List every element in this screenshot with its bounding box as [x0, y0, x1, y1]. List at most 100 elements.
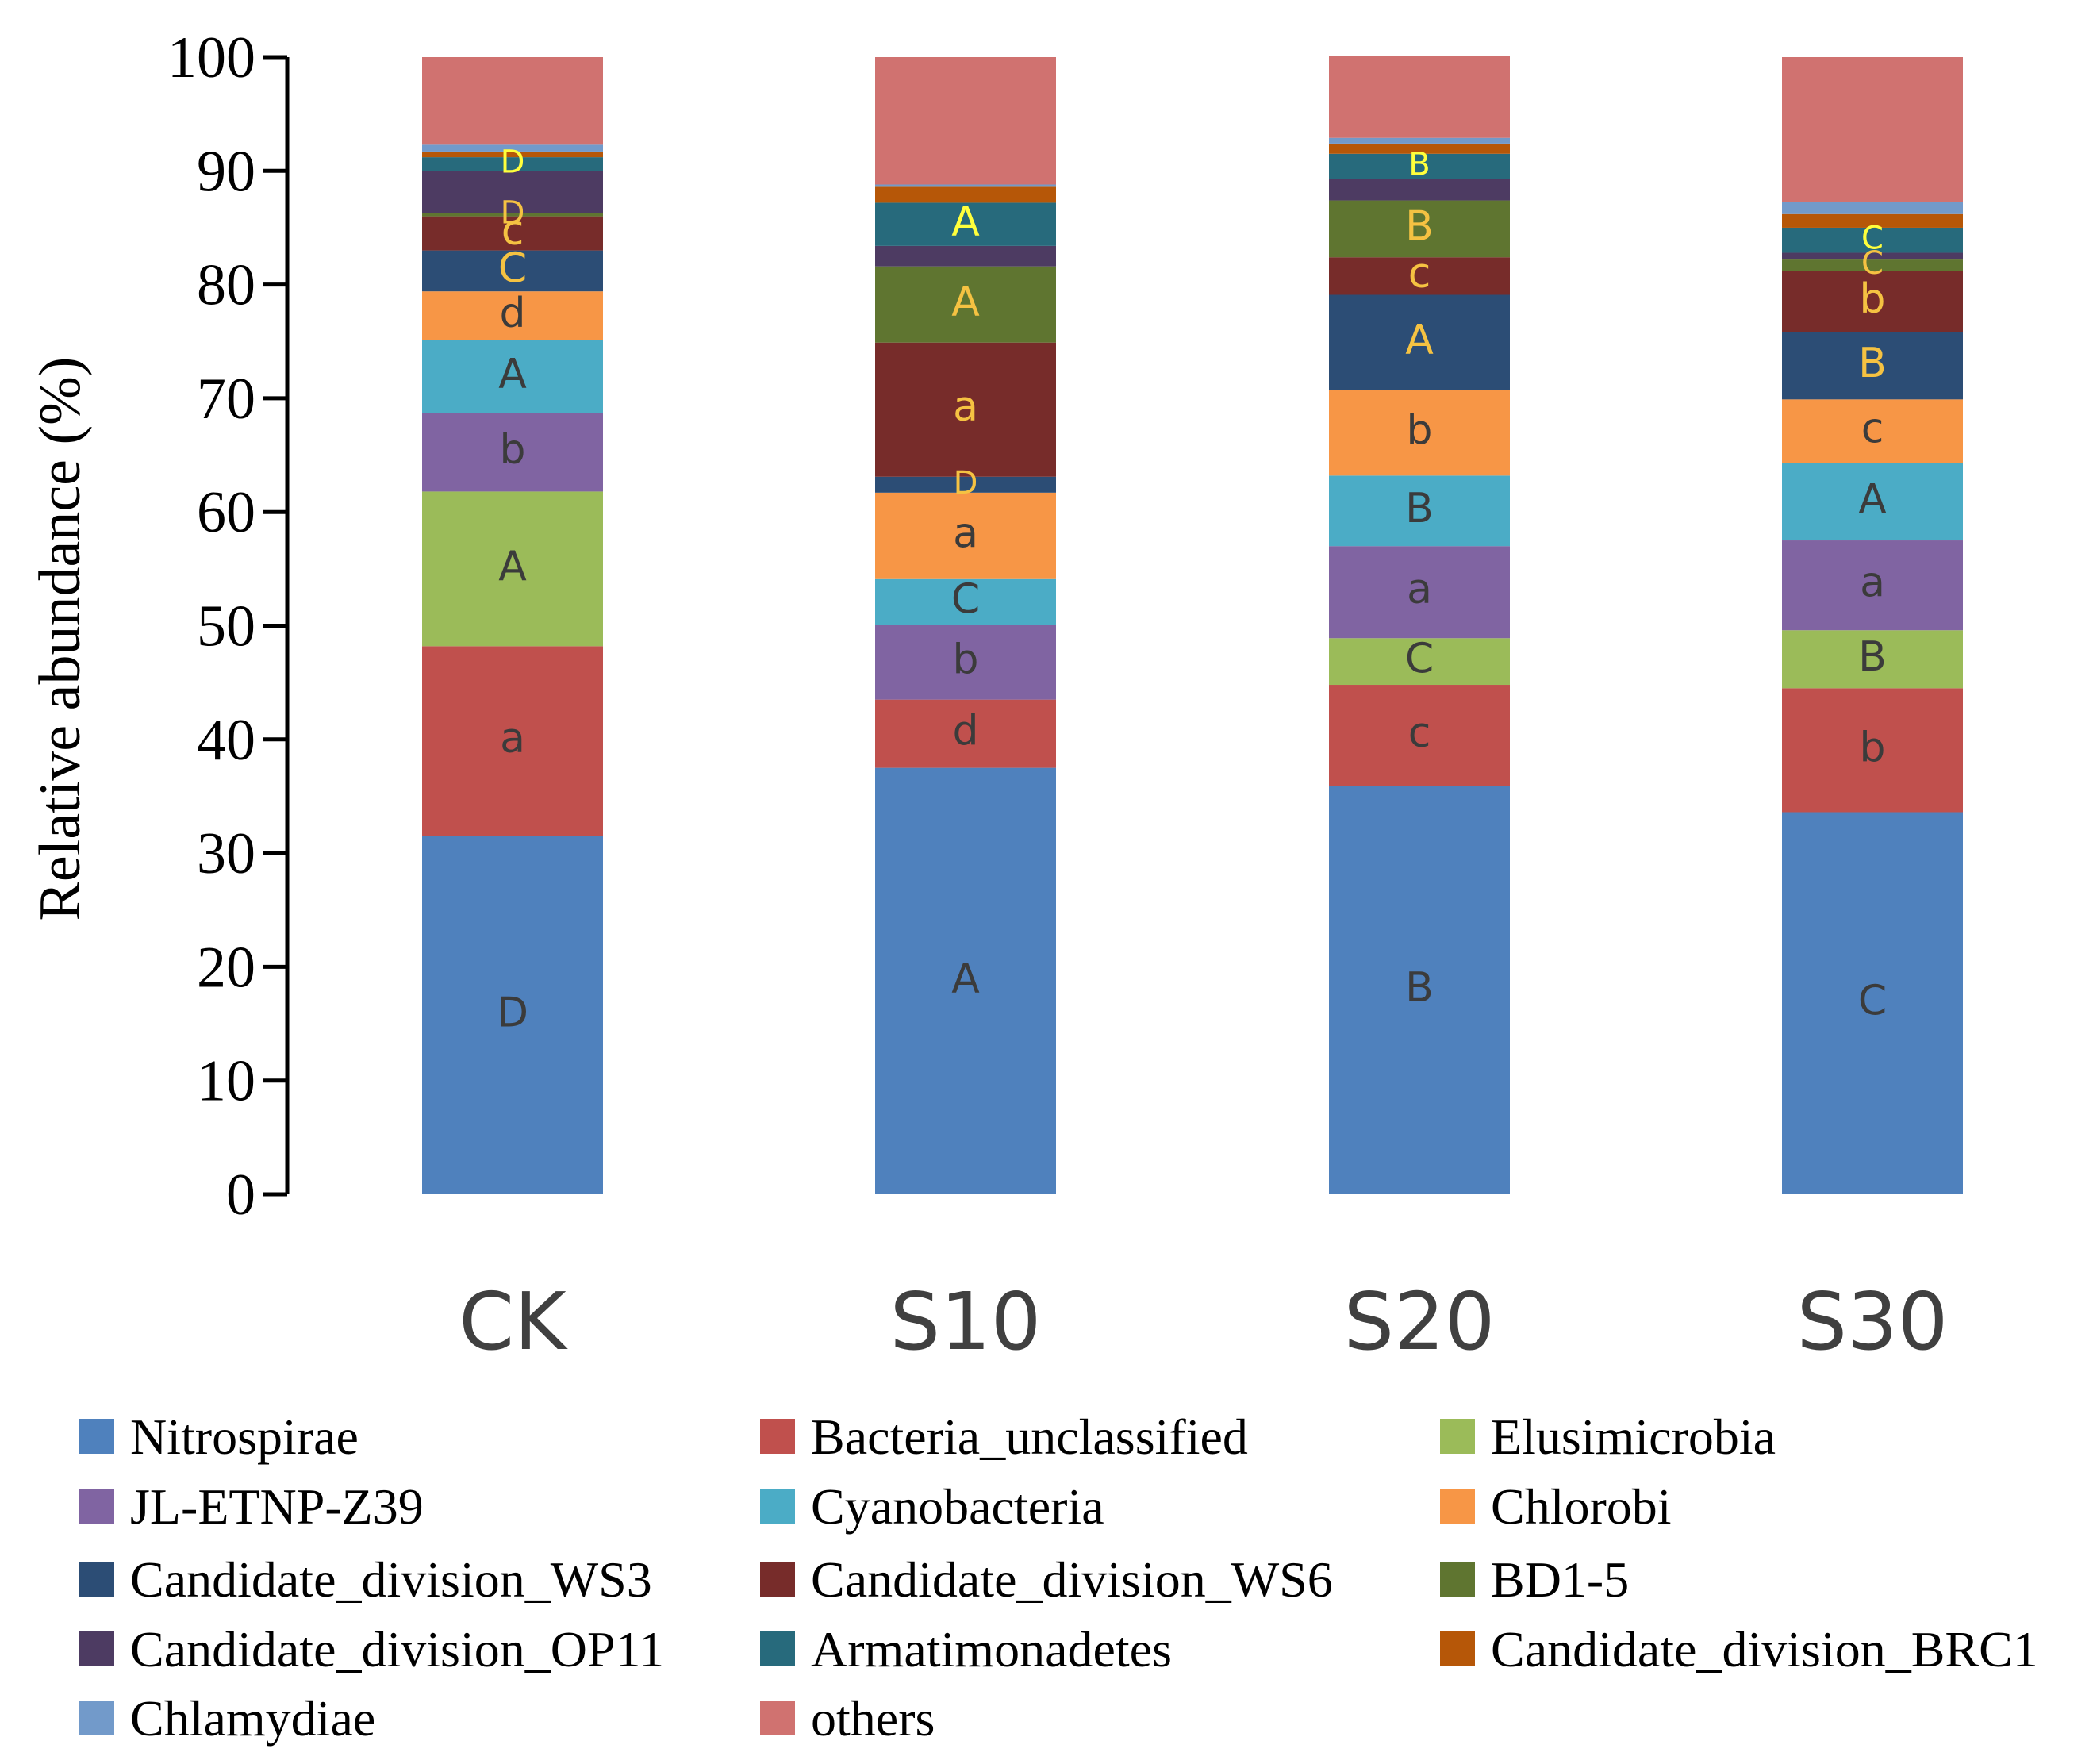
letter-S20-JL-ETNP-Z39: a	[1407, 566, 1432, 613]
letter-S20-Nitrospirae: B	[1405, 964, 1434, 1012]
legend-swatch	[79, 1419, 114, 1454]
bar-segment-S30-Chlorobi	[1782, 399, 1963, 463]
legend-swatch	[1440, 1489, 1475, 1524]
letter-S30-JL-ETNP-Z39: a	[1860, 559, 1885, 607]
legend-item-Chlamydiae: Chlamydiae	[79, 1690, 375, 1747]
bar-segment-S20-JL-ETNP-Z39	[1329, 546, 1510, 639]
legend-swatch	[760, 1631, 795, 1666]
y-tick-label-50: 50	[197, 594, 255, 659]
letter-S20-Chlorobi: b	[1406, 407, 1432, 455]
legend-item-Cyanobacteria: Cyanobacteria	[760, 1478, 1104, 1535]
bar-segment-S20-Nitrospirae	[1329, 786, 1510, 1194]
bar-segment-S20-Candidate_division_OP11	[1329, 179, 1510, 201]
legend-item-Candidate_division_OP11: Candidate_division_OP11	[79, 1621, 664, 1678]
legend-item-BD1-5: BD1-5	[1440, 1551, 1629, 1608]
legend-label: Chlorobi	[1491, 1478, 1672, 1535]
bar-segment-S30-Nitrospirae	[1782, 812, 1963, 1194]
y-tick-label-60: 60	[197, 480, 255, 545]
bar-segment-S20-others	[1329, 56, 1510, 138]
bar-segment-CK-Chlorobi	[422, 291, 603, 340]
letter-S10-JL-ETNP-Z39: b	[952, 636, 978, 683]
y-tick-label-20: 20	[197, 935, 255, 1000]
bar-segment-CK-Candidate_division_BRC1	[422, 151, 603, 158]
category-label-CK: CK	[459, 1275, 568, 1368]
letter-S20-Candidate_division_WS3: A	[1405, 317, 1434, 364]
letter-S20-Candidate_division_WS6: c	[1408, 250, 1431, 298]
bar-segment-CK-Candidate_division_WS6	[422, 216, 603, 251]
letter-S10-BD1-5: A	[951, 279, 980, 326]
letter-CK-Bacteria_unclassified: a	[500, 715, 525, 763]
legend-swatch	[760, 1419, 795, 1454]
legend-swatch	[760, 1701, 795, 1735]
y-tick-label-0: 0	[226, 1163, 255, 1228]
legend-item-Bacteria_unclassified: Bacteria_unclassified	[760, 1409, 1248, 1465]
bar-segment-S10-Bacteria_unclassified	[875, 699, 1056, 768]
bar-segment-CK-Candidate_division_WS3	[422, 250, 603, 292]
letter-S30-Candidate_division_WS6: b	[1859, 275, 1885, 323]
letter-S10-Armatimonadetes: A	[951, 198, 980, 246]
legend-swatch	[1440, 1631, 1475, 1666]
bar-segment-CK-Cyanobacteria	[422, 340, 603, 413]
letter-CK-Nitrospirae: D	[497, 989, 528, 1036]
bar-segment-S30-Elusimicrobia	[1782, 630, 1963, 689]
bar-segment-S10-others	[875, 57, 1056, 185]
legend-swatch	[79, 1631, 114, 1666]
letter-S30-Nitrospirae: C	[1858, 977, 1887, 1024]
bars	[422, 56, 1963, 1194]
bar-segment-S30-Candidate_division_OP11	[1782, 252, 1963, 260]
bar-segment-S20-Bacteria_unclassified	[1329, 685, 1510, 786]
legend-label: BD1-5	[1491, 1551, 1629, 1608]
letter-S20-Cyanobacteria: B	[1405, 485, 1434, 532]
y-axis: 0 10 20 30 40 50 60 70 80 90 100	[167, 25, 290, 1228]
legend-item-Chlorobi: Chlorobi	[1440, 1478, 1672, 1535]
bar-segment-S20-Chlamydiae	[1329, 137, 1510, 144]
legend-label: Elusimicrobia	[1491, 1409, 1776, 1465]
legend-swatch	[760, 1562, 795, 1597]
bar-segment-CK-Chlamydiae	[422, 144, 603, 152]
letter-S20-Elusimicrobia: C	[1405, 636, 1434, 683]
legend-label: Candidate_division_BRC1	[1491, 1621, 2038, 1678]
legend-item-others: others	[760, 1690, 935, 1747]
bar-segment-S30-BD1-5	[1782, 259, 1963, 271]
legend-item-Candidate_division_WS3: Candidate_division_WS3	[79, 1551, 652, 1608]
legend-swatch	[760, 1489, 795, 1524]
bar-segment-S30-Candidate_division_WS3	[1782, 332, 1963, 400]
bar-segment-S10-Cyanobacteria	[875, 578, 1056, 625]
bar-segment-S30-Cyanobacteria	[1782, 463, 1963, 541]
y-axis-label: Relative abundance (%)	[28, 357, 93, 921]
bar-segment-CK-Elusimicrobia	[422, 491, 603, 647]
bar-segment-S10-Candidate_division_BRC1	[875, 186, 1056, 203]
y-tick-label-80: 80	[197, 253, 255, 318]
bar-segment-S20-Armatimonadetes	[1329, 153, 1510, 179]
letter-CK-Candidate_division_WS6: c	[501, 207, 524, 255]
bar-segment-S10-Chlamydiae	[875, 184, 1056, 187]
letter-CK-BD1-5: D	[501, 194, 525, 231]
bar-segment-S10-Nitrospirae	[875, 767, 1056, 1194]
letter-S10-Candidate_division_WS6: a	[953, 383, 978, 431]
legend-label: Nitrospirae	[130, 1409, 359, 1465]
letter-S10-Candidate_division_WS3: D	[954, 465, 978, 502]
bar-segment-S10-Candidate_division_WS6	[875, 342, 1056, 477]
category-labels: CK S10 S20 S30	[459, 1275, 1948, 1368]
legend-item-Candidate_division_WS6: Candidate_division_WS6	[760, 1551, 1333, 1608]
legend-label: JL-ETNP-Z39	[130, 1478, 424, 1535]
letter-S20-Bacteria_unclassified: c	[1408, 709, 1431, 757]
legend-swatch	[1440, 1562, 1475, 1597]
letter-CK-Chlorobi: d	[499, 290, 525, 337]
letter-S20-BD1-5: B	[1405, 202, 1434, 250]
legend: Nitrospirae Bacteria_unclassified Elusimic…	[79, 1409, 2038, 1747]
bar-segment-S30-others	[1782, 57, 1963, 202]
letter-CK-Elusimicrobia: A	[498, 543, 527, 590]
letter-CK-JL-ETNP-Z39: b	[499, 426, 525, 474]
legend-label: Bacteria_unclassified	[811, 1409, 1248, 1465]
bar-segment-S20-Cyanobacteria	[1329, 475, 1510, 547]
bar-segment-S30-Bacteria_unclassified	[1782, 688, 1963, 813]
letter-S10-Nitrospirae: A	[951, 955, 980, 1002]
bar-segment-S30-Armatimonadetes	[1782, 227, 1963, 253]
letter-S30-Bacteria_unclassified: b	[1859, 724, 1885, 771]
letter-S10-Chlorobi: a	[953, 509, 978, 557]
letter-S30-Cyanobacteria: A	[1858, 475, 1887, 523]
bar-segment-CK-Armatimonadetes	[422, 157, 603, 171]
legend-label: Cyanobacteria	[811, 1478, 1104, 1535]
bar-segment-S20-Chlorobi	[1329, 390, 1510, 476]
